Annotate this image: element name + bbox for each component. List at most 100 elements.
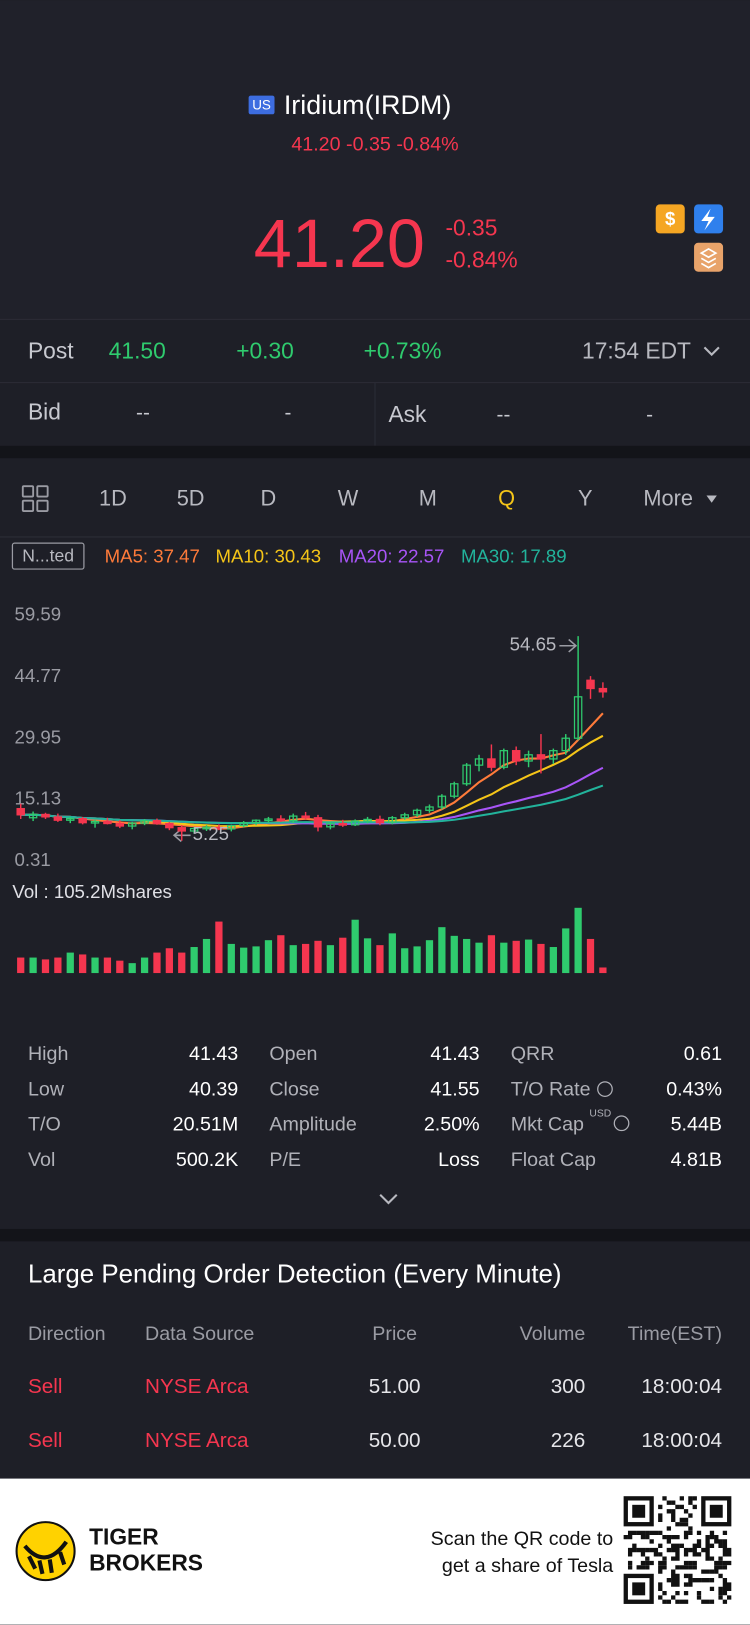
post-price: 41.50	[109, 338, 166, 364]
volume-bar	[264, 940, 273, 974]
candle-body	[214, 826, 224, 830]
candle-body	[103, 820, 112, 825]
volume-bar	[128, 963, 136, 974]
orders-cell: 300	[551, 1375, 586, 1398]
volume-bar	[289, 945, 297, 974]
candle-body	[400, 814, 409, 819]
volume-bar	[153, 952, 161, 974]
candle-body	[313, 817, 323, 828]
candle-body	[276, 818, 286, 822]
info-icon[interactable]	[613, 1115, 630, 1132]
volume-label: Vol : 105.2Mshares	[12, 881, 171, 902]
period-tab[interactable]: D	[260, 485, 276, 510]
candle-body	[363, 818, 372, 822]
market-badge	[248, 95, 275, 115]
candle-body	[338, 822, 348, 826]
stat-value: 41.43	[189, 1043, 238, 1065]
volume-bar	[79, 954, 87, 974]
period-tab[interactable]: More	[643, 485, 693, 510]
qr-finder	[632, 1582, 646, 1596]
orders-cell: 18:00:04	[641, 1429, 722, 1452]
stat-label: T/O	[28, 1114, 61, 1136]
more-caret[interactable]	[706, 495, 717, 503]
volume-bar	[376, 945, 384, 974]
volume-bar	[54, 957, 62, 974]
promo-text: Scan the QR code to	[431, 1528, 614, 1550]
stat-value: 2.50%	[424, 1114, 480, 1136]
post-time[interactable]: 17:54 EDT	[582, 338, 691, 364]
orders-cell: 51.00	[369, 1375, 421, 1398]
volume-bar	[487, 935, 496, 974]
stat-value: 41.43	[430, 1043, 479, 1065]
period-tab[interactable]: Y	[578, 485, 593, 510]
candle-body	[549, 750, 558, 760]
volume-bar	[388, 933, 396, 974]
stat-label: Open	[269, 1043, 317, 1065]
volume-bar	[227, 943, 235, 974]
orders-header: Time(EST)	[628, 1323, 722, 1345]
price-percent: -0.84%	[445, 246, 517, 272]
layout-icon[interactable]	[21, 485, 49, 512]
candle-body	[239, 822, 248, 827]
candle-body	[586, 679, 595, 690]
volume-bar	[599, 967, 607, 974]
qr-finder	[623, 1496, 654, 1527]
orders-cell: NYSE Arca	[145, 1375, 249, 1398]
volume-bar	[537, 943, 545, 974]
candle-body	[189, 827, 199, 832]
stat-value: 40.39	[189, 1078, 238, 1100]
candle-body	[78, 817, 87, 824]
candle-body	[474, 758, 484, 766]
orders-cell: 18:00:04	[641, 1375, 722, 1398]
ma-legend: MA5: 37.47	[105, 546, 200, 567]
candle-body	[28, 813, 38, 819]
qr-finder	[632, 1504, 646, 1518]
icon-glyph	[701, 208, 715, 231]
orders-cell: 226	[551, 1429, 586, 1452]
icon-dollar[interactable]	[655, 204, 685, 234]
period-tab[interactable]: Q	[498, 485, 515, 510]
volume-bar	[240, 947, 248, 974]
candle-body	[573, 696, 583, 739]
volume-bar	[425, 940, 434, 974]
period-tab[interactable]: M	[419, 485, 437, 510]
volume-bar	[140, 957, 149, 974]
expand-chevron[interactable]	[379, 1194, 398, 1205]
volume-bar	[463, 938, 471, 974]
candle-body	[388, 817, 397, 824]
last-price: 41.20	[254, 206, 425, 282]
candle-body	[425, 806, 434, 811]
volume-bar	[326, 945, 335, 974]
period-tab[interactable]: W	[338, 485, 359, 510]
volume-bar	[103, 957, 112, 974]
period-tab[interactable]: 1D	[99, 485, 127, 510]
candle-body	[264, 818, 273, 822]
info-icon[interactable]	[597, 1081, 613, 1097]
volume-bar	[178, 952, 186, 974]
stat-value: 20.51M	[173, 1114, 239, 1136]
stat-value: 0.43%	[666, 1078, 722, 1100]
ma-legend: MA20: 22.57	[339, 546, 445, 567]
orders-title: Large Pending Order Detection (Every Min…	[28, 1260, 562, 1288]
volume-bar	[562, 928, 570, 974]
candle-body	[326, 822, 335, 828]
candle-body	[16, 808, 25, 816]
promo-text: get a share of Tesla	[442, 1555, 613, 1577]
period-tab[interactable]: 5D	[177, 485, 205, 510]
candle-body	[598, 687, 608, 693]
orders-cell: 50.00	[369, 1429, 421, 1452]
stat-value: 500.2K	[176, 1149, 238, 1171]
volume-bar	[450, 935, 458, 974]
icon-glyph: $	[665, 208, 676, 229]
orders-header: Price	[372, 1323, 417, 1345]
brand-logo	[15, 1521, 76, 1582]
indicator-badge[interactable]	[11, 542, 85, 570]
volume-bar	[29, 957, 37, 974]
stat-label: T/O Rate	[511, 1078, 591, 1100]
candle-body	[462, 764, 471, 785]
stat-value: 41.55	[430, 1078, 479, 1100]
price-change: -0.35	[445, 214, 497, 240]
post-percent: +0.73%	[364, 338, 442, 364]
dropdown-chevron[interactable]	[703, 346, 720, 357]
